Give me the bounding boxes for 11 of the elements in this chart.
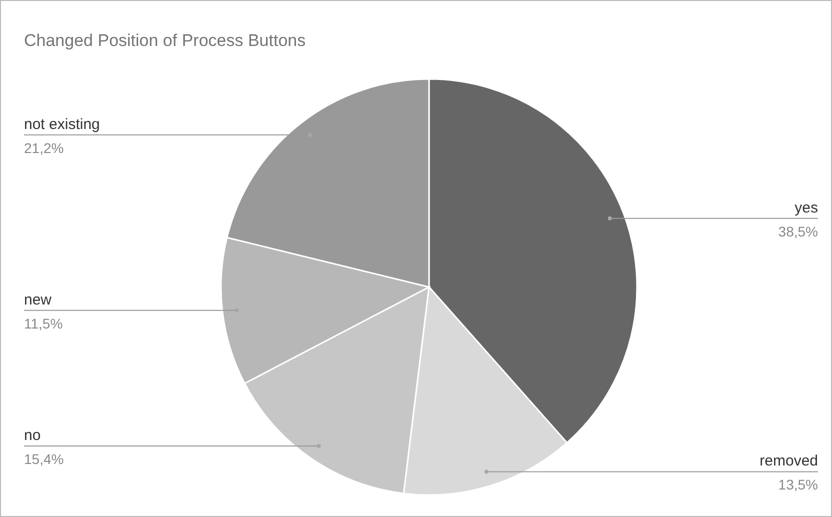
chart-title: Changed Position of Process Buttons bbox=[24, 31, 306, 50]
data-label: 15,4% bbox=[24, 451, 64, 468]
data-label: 13,5% bbox=[778, 476, 818, 493]
slice-label: no bbox=[24, 427, 41, 444]
data-label: 11,5% bbox=[24, 315, 63, 332]
slice-label: yes bbox=[794, 199, 818, 216]
data-label: 21,2% bbox=[24, 140, 64, 156]
data-label: 38,5% bbox=[778, 223, 818, 240]
slice-label: not existing bbox=[24, 116, 100, 133]
slice-label: removed bbox=[760, 452, 818, 470]
slice-label: new bbox=[24, 291, 52, 308]
